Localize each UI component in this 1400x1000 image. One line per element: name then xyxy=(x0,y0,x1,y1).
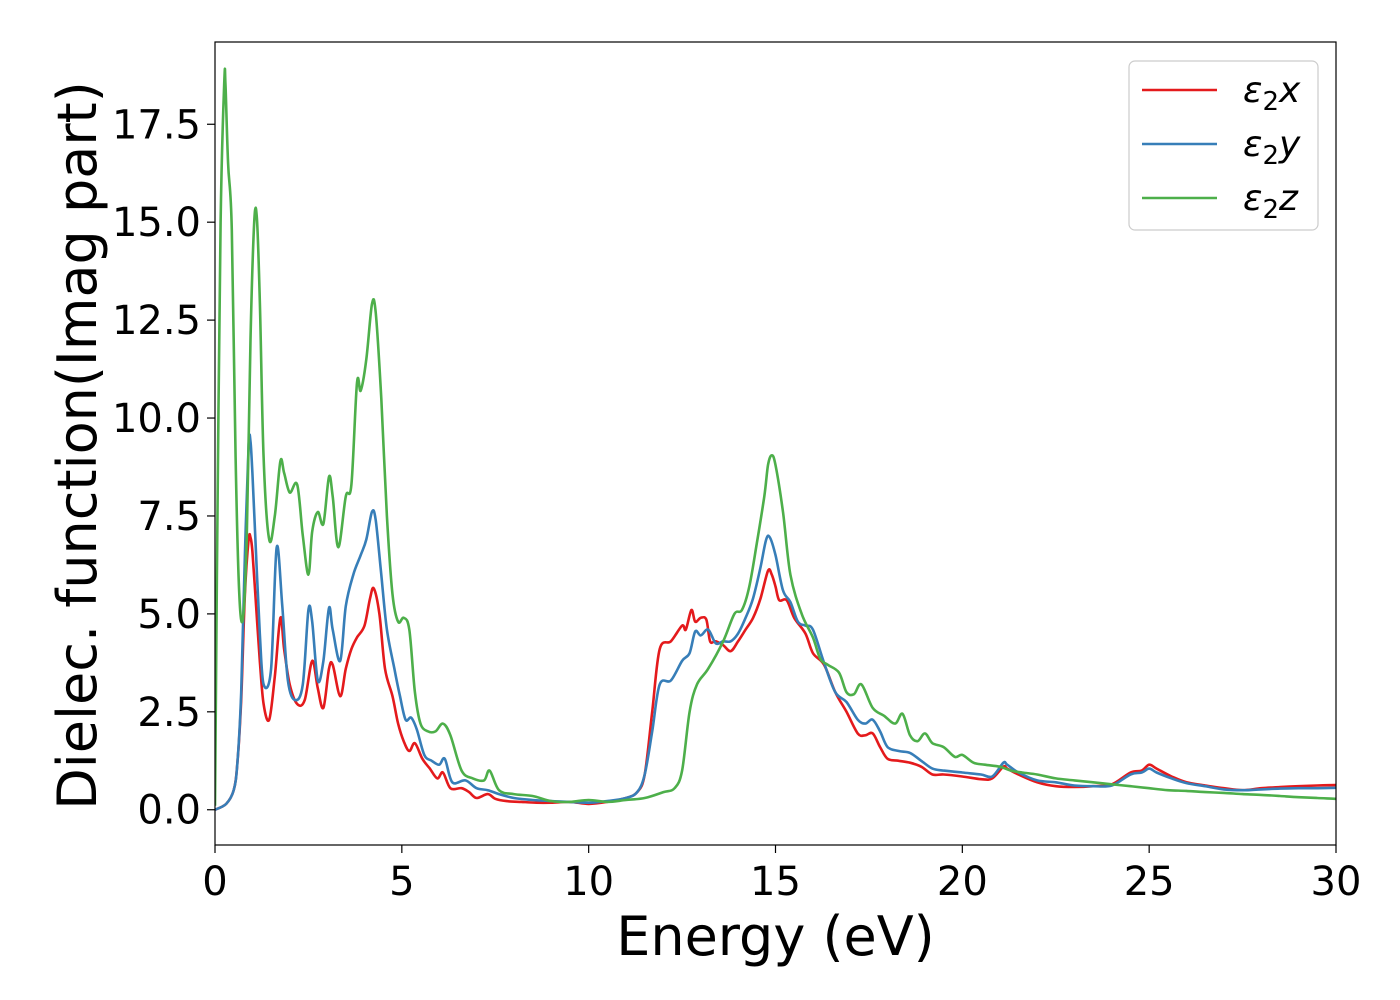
legend-box xyxy=(1128,60,1319,231)
y-tick-label: 15.0 xyxy=(112,200,201,246)
legend-label: ε2z xyxy=(1243,178,1299,225)
y-tick-label: 5.0 xyxy=(137,592,201,638)
x-axis-title: Energy (eV) xyxy=(616,905,935,968)
series-line-x xyxy=(215,532,1336,811)
y-tick-label: 2.5 xyxy=(137,690,201,736)
x-tick-label: 30 xyxy=(1311,859,1362,905)
x-axis: 0 5 10 15 20 25 30 xyxy=(202,845,1361,905)
x-tick-label: 15 xyxy=(750,859,801,905)
y-tick-label: 0.0 xyxy=(137,788,201,834)
legend-label: ε2y xyxy=(1243,124,1301,171)
x-tick-label: 10 xyxy=(563,859,614,905)
x-tick-label: 25 xyxy=(1124,859,1175,905)
y-tick-label: 10.0 xyxy=(112,396,201,442)
series-line-y xyxy=(215,433,1336,811)
legend-label: ε2x xyxy=(1243,70,1301,117)
y-tick-label: 17.5 xyxy=(112,102,201,148)
series-line-z xyxy=(215,67,1336,806)
y-tick-label: 12.5 xyxy=(112,298,201,344)
x-tick-label: 20 xyxy=(937,859,988,905)
x-tick-label: 0 xyxy=(202,859,227,905)
x-tick-label: 5 xyxy=(389,859,414,905)
series-lines xyxy=(215,67,1336,811)
y-tick-label: 7.5 xyxy=(137,494,201,540)
y-axis-title: Dielec. function(Imag part) xyxy=(46,81,109,810)
y-axis: 0.0 2.5 5.0 7.5 10.0 12.5 15.0 17.5 xyxy=(112,102,215,834)
legend: ε2x ε2y ε2z xyxy=(1128,60,1319,231)
